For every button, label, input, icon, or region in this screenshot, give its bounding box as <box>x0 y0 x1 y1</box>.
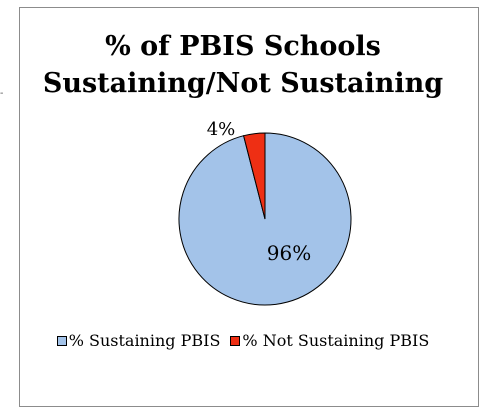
data-label-not-sustaining: 4% <box>207 119 236 140</box>
legend-item-not-sustaining: % Not Sustaining PBIS <box>230 331 429 350</box>
data-label-sustaining: 96% <box>267 241 311 265</box>
legend-item-sustaining: % Sustaining PBIS <box>56 331 221 350</box>
legend: % Sustaining PBIS % Not Sustaining PBIS <box>0 331 486 350</box>
stray-mark: - <box>0 88 4 99</box>
pie-slice-not-sustaining <box>243 132 266 220</box>
pie-chart: 96% 4% <box>178 119 352 306</box>
legend-swatch-not-sustaining <box>230 335 241 346</box>
legend-label-not-sustaining: % Not Sustaining PBIS <box>242 331 430 350</box>
legend-label-sustaining: % Sustaining PBIS <box>68 331 221 350</box>
chart-title: % of PBIS Schools Sustaining/Not Sustain… <box>0 28 486 102</box>
chart-title-line-1: % of PBIS Schools <box>105 31 381 62</box>
legend-swatch-sustaining <box>56 335 67 346</box>
chart-title-line-2: Sustaining/Not Sustaining <box>42 68 444 99</box>
